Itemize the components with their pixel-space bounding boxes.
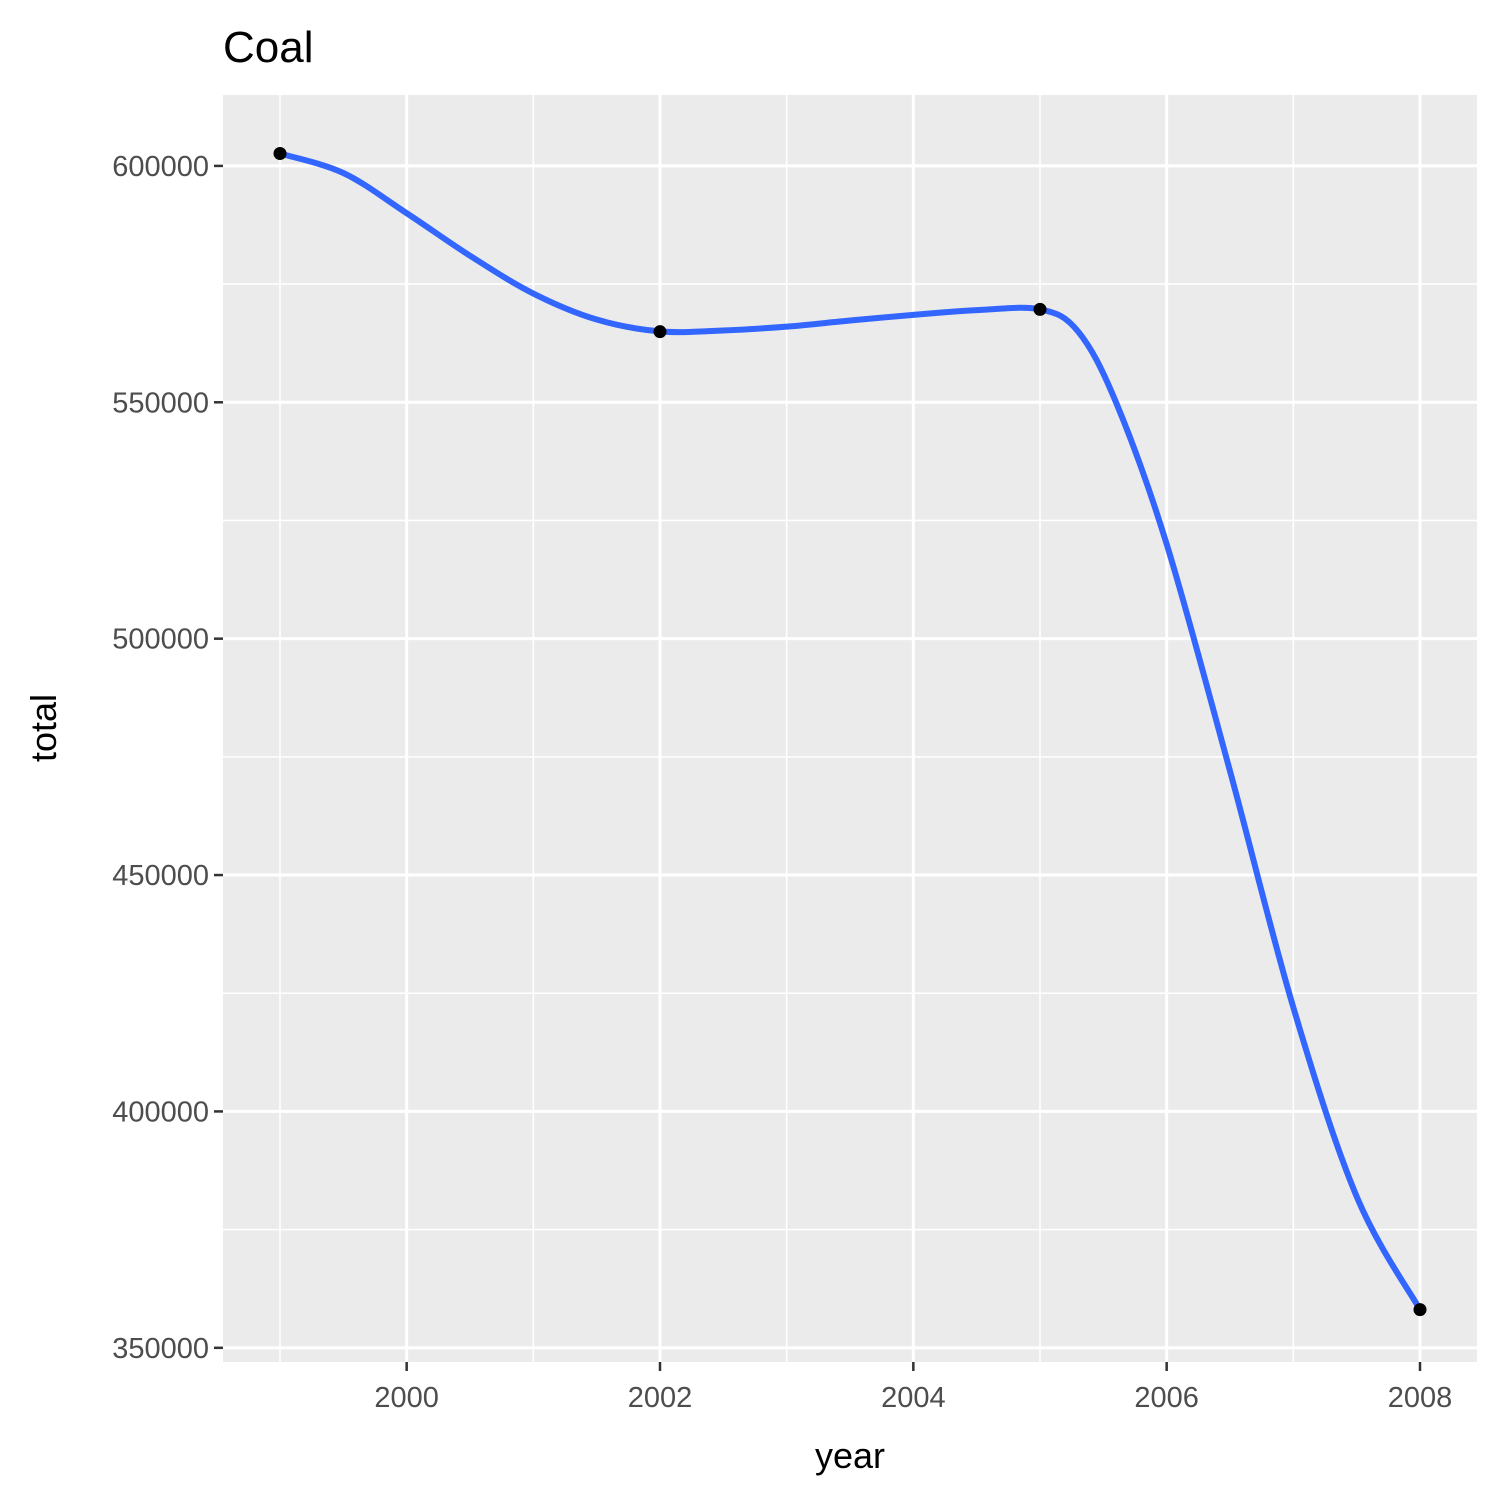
data-points <box>273 147 1427 1317</box>
y-tick-label: 500000 <box>112 624 209 656</box>
plot-panel <box>223 95 1477 1362</box>
x-tick-label: 2000 <box>374 1382 439 1414</box>
x-tick-label: 2004 <box>881 1382 946 1414</box>
chart-title: Coal <box>223 23 314 72</box>
y-tick-label: 550000 <box>112 387 209 419</box>
x-axis-title: year <box>815 1435 885 1476</box>
x-tick-label: 2002 <box>628 1382 693 1414</box>
data-point <box>273 147 287 161</box>
x-tick-label: 2008 <box>1388 1382 1453 1414</box>
x-axis: 2000 2002 2004 2006 2008 <box>374 1362 1452 1414</box>
smooth-trend-line <box>277 150 1423 1313</box>
y-axis-title: total <box>23 694 64 762</box>
data-point <box>1033 302 1047 316</box>
y-tick-label: 350000 <box>112 1333 209 1365</box>
y-tick-label: 600000 <box>112 151 209 183</box>
y-tick-label: 400000 <box>112 1096 209 1128</box>
y-tick-label: 450000 <box>112 860 209 892</box>
x-tick-label: 2006 <box>1134 1382 1199 1414</box>
data-point <box>653 325 667 339</box>
y-axis: 350000 400000 450000 500000 550000 600000 <box>112 151 223 1365</box>
data-point <box>1413 1303 1427 1317</box>
major-gridlines <box>223 95 1477 1362</box>
